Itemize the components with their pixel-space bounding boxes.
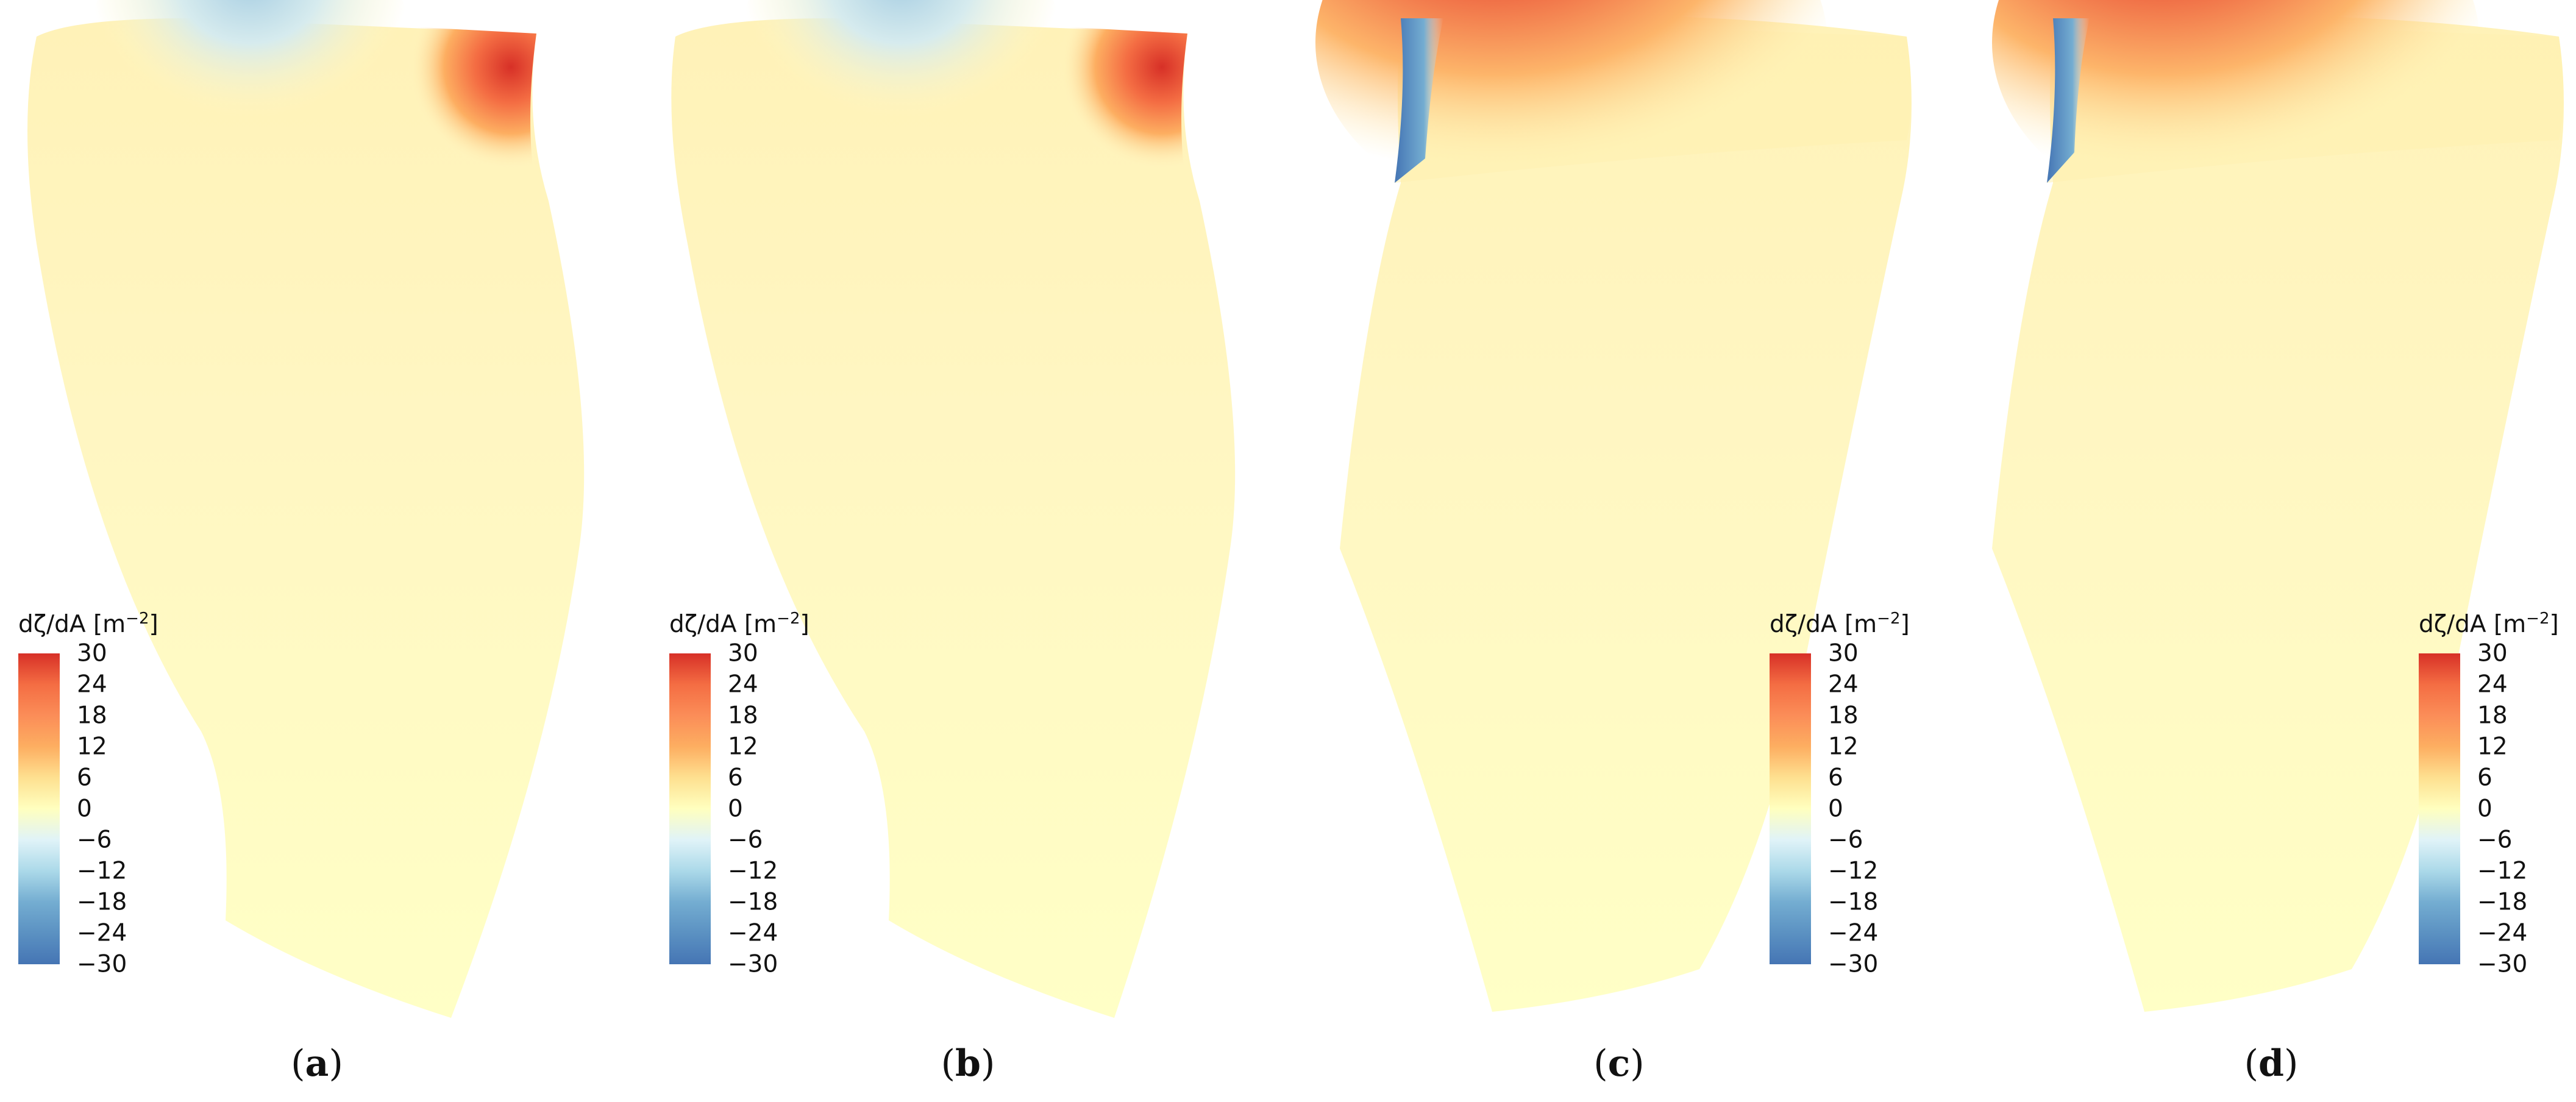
colorbar-tick-label: 6	[2477, 764, 2492, 792]
colorbar-tick-label: −18	[1828, 888, 1879, 916]
colorbar-tick-label: 6	[1828, 764, 1843, 792]
colorbar-tick-label: 24	[2477, 670, 2508, 699]
colorbar-title: dζ/dA [m−2]	[18, 610, 158, 638]
panel-b: dζ/dA [m−2] 30 24 18 12 6 0 −6 −12 −18 −24 −30 (b)	[651, 0, 1295, 1102]
colorbar-tick-label: 0	[77, 795, 92, 823]
colorbar-gradient	[669, 653, 711, 964]
colorbar-tick-label: −12	[728, 857, 778, 885]
colorbar-title: dζ/dA [m−2]	[1770, 610, 1910, 638]
panel-c: dζ/dA [m−2] 30 24 18 12 6 0 −6 −12 −18 −24 −30 (c)	[1303, 0, 1947, 1102]
colorbar-tick-label: 30	[2477, 639, 2508, 667]
colorbar-tick-label: −30	[2477, 950, 2528, 978]
colorbar-tick-label: 0	[2477, 795, 2492, 823]
colorbar-tick-label: −24	[728, 919, 778, 947]
colorbar-tick-label: −12	[1828, 857, 1879, 885]
colorbar-tick-label: −24	[77, 919, 127, 947]
colorbar-tick-label: −6	[77, 826, 112, 854]
colorbar-tick-label: 12	[77, 733, 107, 761]
colorbar-tick-label: 6	[728, 764, 743, 792]
colorbar-tick-label: −6	[728, 826, 763, 854]
blade-contour-b	[671, 0, 1236, 1018]
colorbar-a: dζ/dA [m−2] 30 24 18 12 6 0 −6 −12 −18 −24 −30	[18, 610, 177, 978]
panel-d: dζ/dA [m−2] 30 24 18 12 6 0 −6 −12 −18 −24 −30 (d)	[1955, 0, 2576, 1102]
colorbar-tick-label: −18	[728, 888, 778, 916]
colorbar-tick-label: 18	[728, 702, 758, 730]
colorbar-c: dζ/dA [m−2] 30 24 18 12 6 0 −6 −12 −18 −24 −30	[1770, 610, 1928, 978]
caption-a: (a)	[291, 1042, 343, 1085]
colorbar-tick-label: 24	[77, 670, 107, 699]
colorbar-tick-label: 0	[728, 795, 743, 823]
colorbar-tick-label: −24	[1828, 919, 1879, 947]
colorbar-tick-label: −12	[2477, 857, 2528, 885]
colorbar-tick-label: −30	[728, 950, 778, 978]
colorbar-title: dζ/dA [m−2]	[669, 610, 809, 638]
colorbar-tick-label: 0	[1828, 795, 1843, 823]
colorbar-tick-label: 18	[1828, 702, 1859, 730]
caption-b: (b)	[941, 1042, 995, 1085]
colorbar-gradient	[18, 653, 60, 964]
colorbar-tick-label: −6	[2477, 826, 2513, 854]
blade-contour-a	[27, 0, 585, 1018]
colorbar-tick-label: −18	[77, 888, 127, 916]
colorbar-tick-label: −24	[2477, 919, 2528, 947]
colorbar-tick-label: 18	[2477, 702, 2508, 730]
colorbar-tick-label: 30	[1828, 639, 1859, 667]
caption-c: (c)	[1593, 1042, 1645, 1085]
colorbar-tick-label: 12	[728, 733, 758, 761]
colorbar-tick-label: −12	[77, 857, 127, 885]
colorbar-tick-label: 24	[1828, 670, 1859, 699]
caption-d: (d)	[2244, 1042, 2299, 1085]
colorbar-title: dζ/dA [m−2]	[2419, 610, 2559, 638]
colorbar-b: dζ/dA [m−2] 30 24 18 12 6 0 −6 −12 −18 −24 −30	[669, 610, 828, 978]
colorbar-tick-label: 6	[77, 764, 92, 792]
colorbar-tick-label: 12	[2477, 733, 2508, 761]
colorbar-tick-label: 30	[728, 639, 758, 667]
colorbar-tick-label: −30	[1828, 950, 1879, 978]
blade-contour-c	[1315, 0, 1912, 1012]
colorbar-tick-label: 18	[77, 702, 107, 730]
colorbar-tick-label: −6	[1828, 826, 1863, 854]
panel-a: dζ/dA [m−2] 30 24 18 12 6 0 −6 −12 −18 −24 −30 (a)	[0, 0, 644, 1102]
colorbar-d: dζ/dA [m−2] 30 24 18 12 6 0 −6 −12 −18 −24 −30	[2419, 610, 2576, 978]
colorbar-tick-label: 12	[1828, 733, 1859, 761]
colorbar-gradient	[2419, 653, 2460, 964]
colorbar-gradient	[1770, 653, 1811, 964]
colorbar-tick-label: 24	[728, 670, 758, 699]
colorbar-tick-label: −30	[77, 950, 127, 978]
colorbar-tick-label: −18	[2477, 888, 2528, 916]
colorbar-tick-label: 30	[77, 639, 107, 667]
